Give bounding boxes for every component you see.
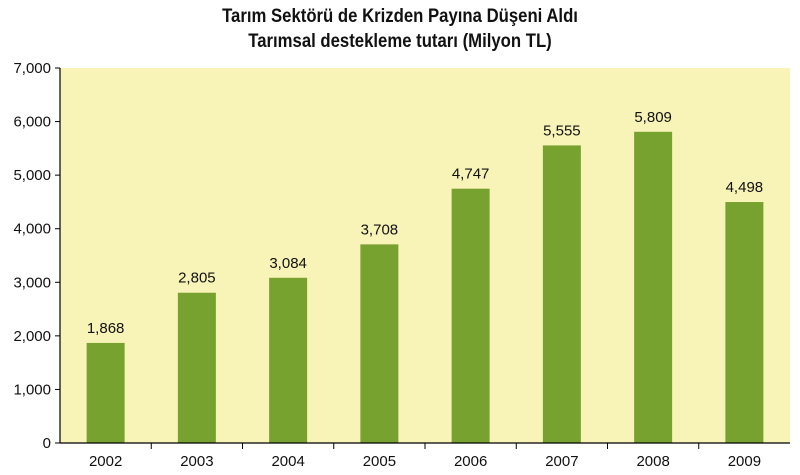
x-tick-label-2008: 2008	[636, 453, 669, 470]
bar-2007	[542, 145, 581, 444]
data-label-2003: 2,805	[178, 270, 216, 287]
y-tick-label: 3,000	[13, 274, 51, 291]
bar-2004	[269, 277, 308, 443]
y-tick-label: 0	[43, 435, 51, 452]
x-tick-label-2006: 2006	[454, 453, 487, 470]
y-tick-label: 2,000	[13, 328, 51, 345]
bar-2009	[725, 202, 764, 443]
chart-title: Tarım Sektörü de Krizden Payına Düşeni A…	[222, 6, 578, 27]
chart-title-block: Tarım Sektörü de Krizden Payına Düşeni A…	[48, 4, 752, 54]
y-tick-label: 1,000	[13, 381, 51, 398]
plot-area	[60, 68, 790, 443]
x-tick-label-2007: 2007	[545, 453, 578, 470]
bar-2005	[360, 244, 399, 443]
data-label-2009: 4,498	[726, 179, 764, 196]
x-tick-label-2005: 2005	[363, 453, 396, 470]
y-axis-ticks: 0 1,000 2,000 3,000 4,000 5,000 6,000 7,000	[13, 60, 60, 452]
y-tick-label: 6,000	[13, 114, 51, 131]
chart-subtitle: Tarımsal destekleme tutarı (Milyon TL)	[248, 31, 552, 52]
bar-2002	[86, 342, 125, 443]
bar-2008	[634, 131, 673, 443]
y-tick-label: 4,000	[13, 221, 51, 238]
data-label-2008: 5,809	[634, 109, 672, 126]
x-tick-label-2003: 2003	[180, 453, 213, 470]
x-tick-label-2002: 2002	[89, 453, 122, 470]
data-label-2007: 5,555	[543, 122, 581, 139]
x-tick-label-2004: 2004	[271, 453, 304, 470]
bars	[86, 131, 764, 444]
bar-2003	[177, 292, 216, 443]
data-label-2006: 4,747	[452, 166, 490, 183]
data-label-2002: 1,868	[87, 320, 125, 337]
x-tick-label-2009: 2009	[728, 453, 761, 470]
data-labels: 1,868 2,805 3,084 3,708 4,747 5,555 5,809 4,498	[87, 109, 763, 337]
y-tick-label: 5,000	[13, 167, 51, 184]
y-tick-label: 7,000	[13, 60, 51, 77]
bar-2006	[451, 188, 490, 443]
x-axis-ticks: 2002 2003 2004 2005 2006 2007 2008 2009	[89, 443, 761, 470]
data-label-2004: 3,084	[269, 255, 307, 272]
data-label-2005: 3,708	[361, 221, 399, 238]
